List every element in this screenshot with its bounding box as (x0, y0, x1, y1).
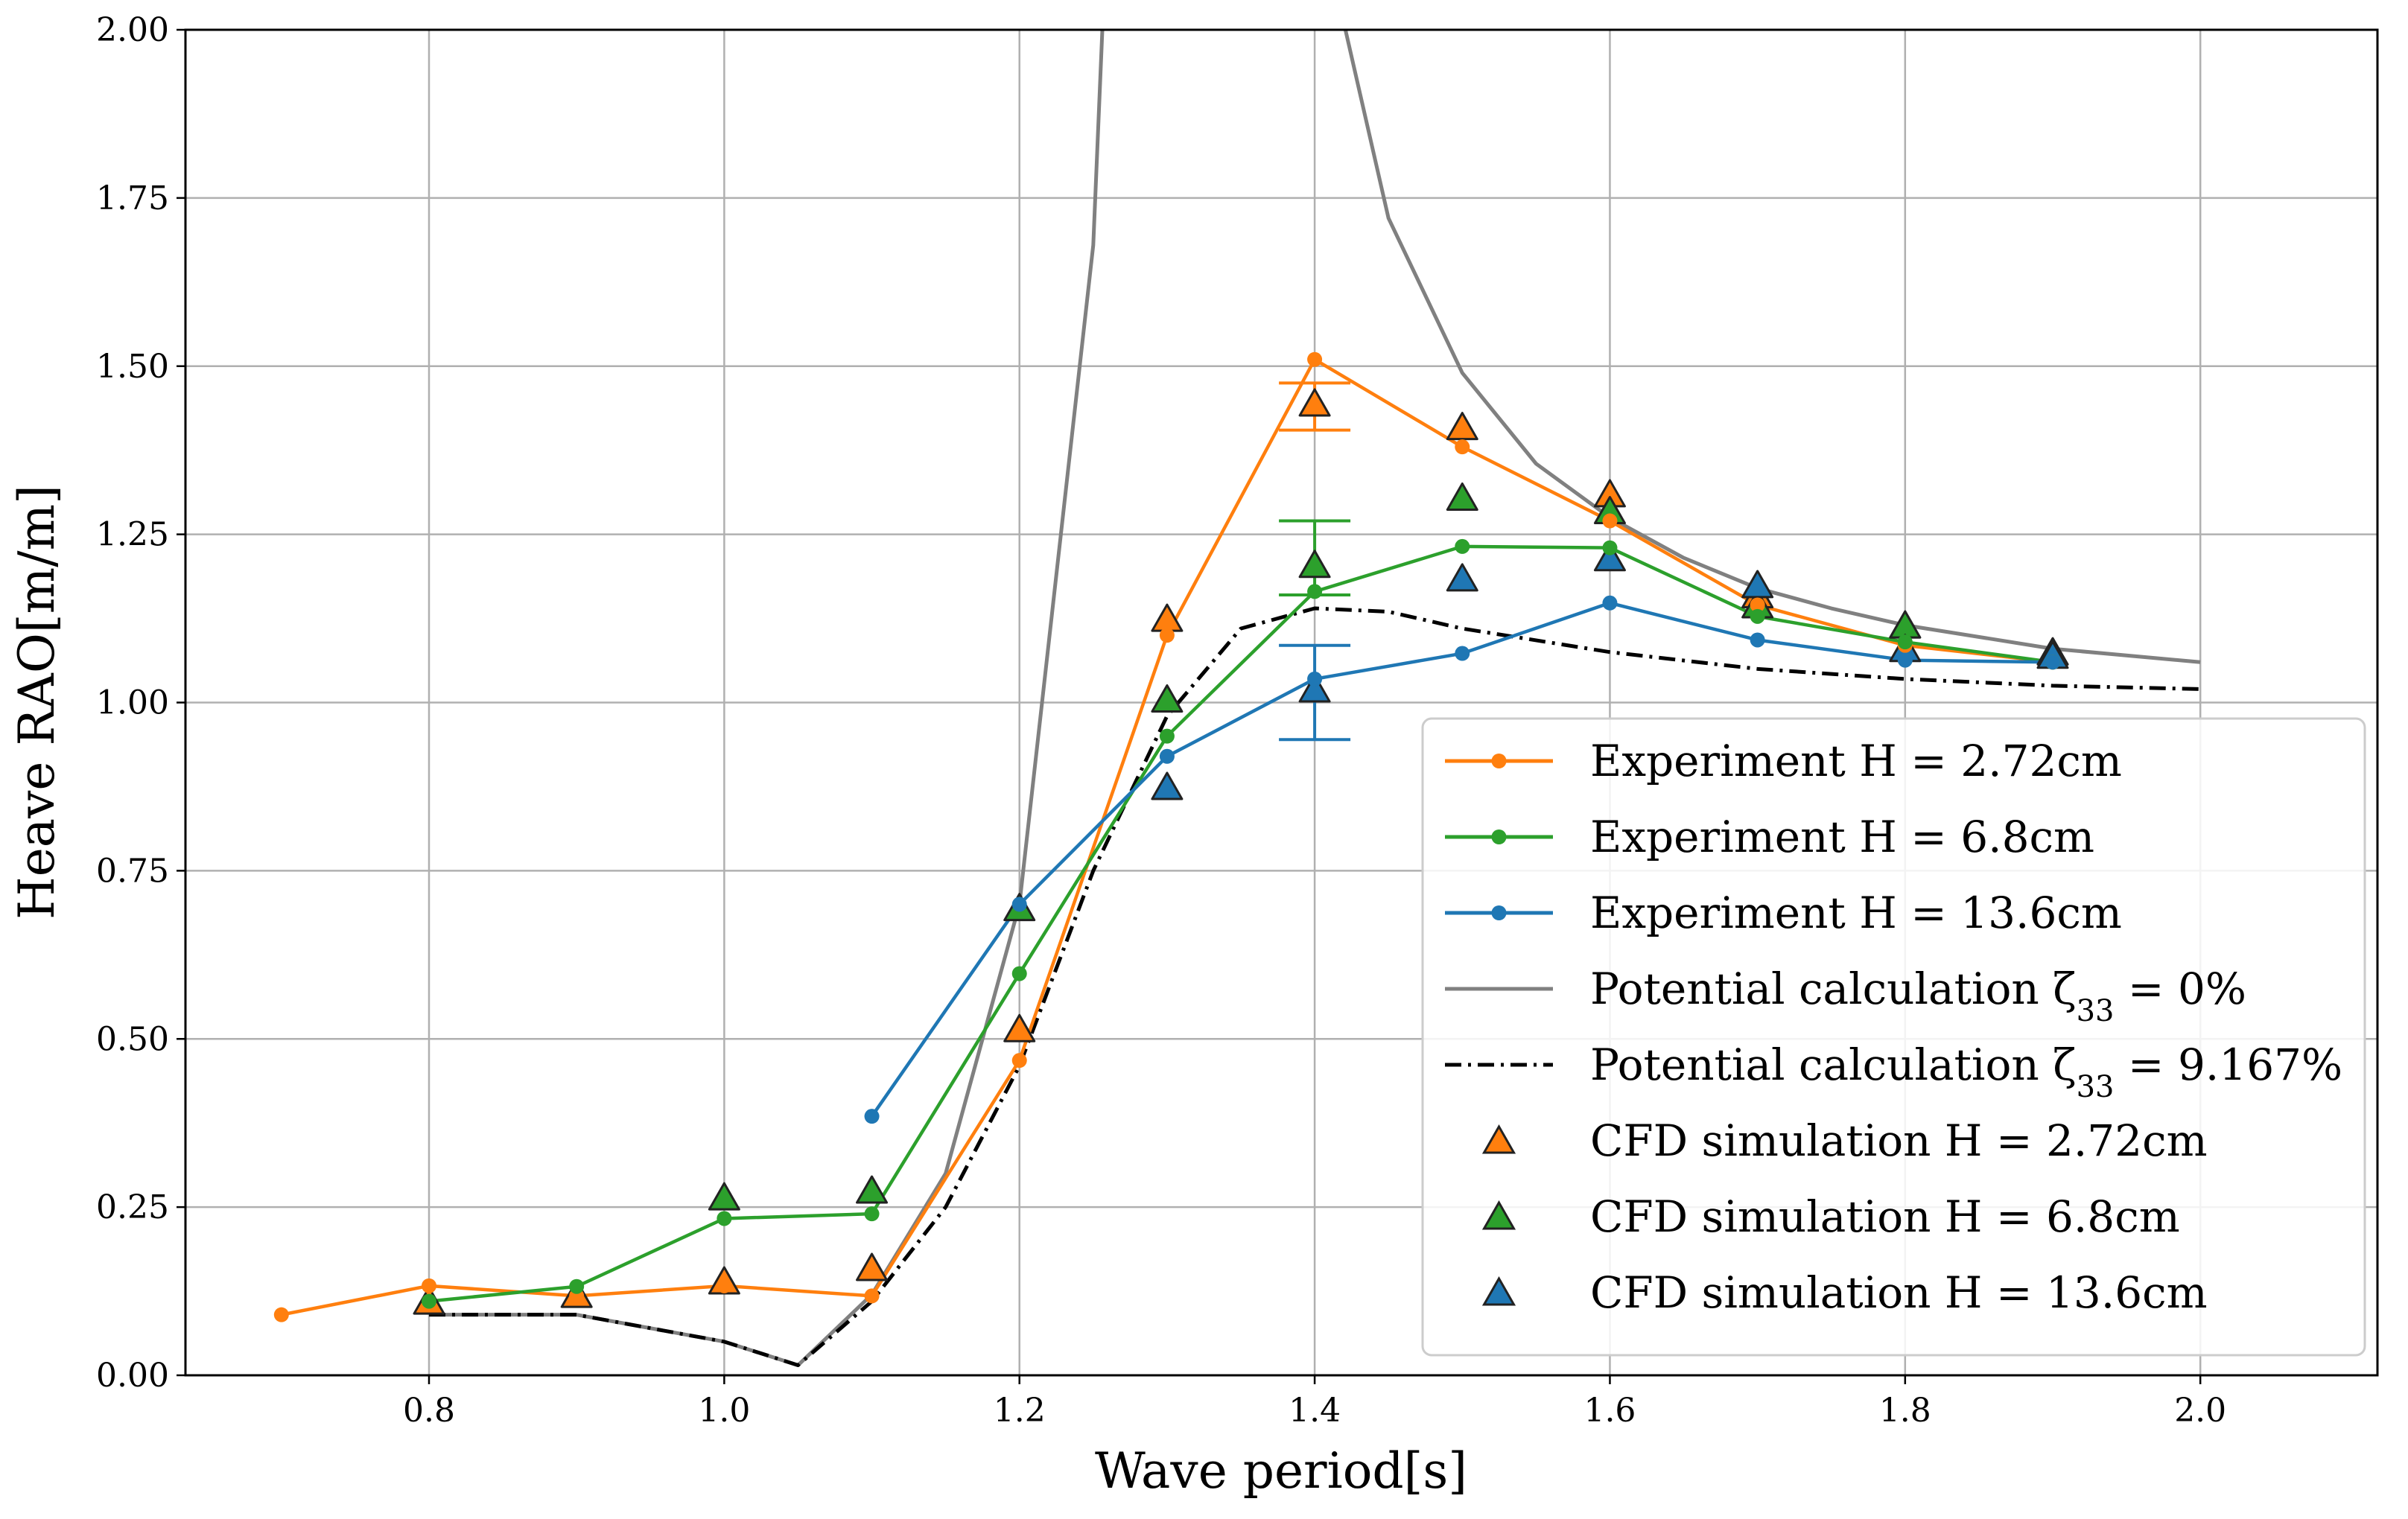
x-tick-label: 1.8 (1879, 1392, 1931, 1430)
cfd-point (1446, 563, 1478, 592)
experiment-point (717, 1211, 732, 1226)
y-axis-label: Heave RAO[m/m] (8, 485, 66, 920)
experiment-point (1455, 439, 1470, 455)
experiment-point (422, 1293, 436, 1309)
axis-ticks: 0.8 1.0 1.2 1.4 1.6 1.8 2.0 0.00 0.25 0.50 0.75 1.0… (96, 11, 2226, 1430)
x-tick-label: 1.2 (994, 1392, 1046, 1430)
cfd-point (1298, 674, 1331, 703)
cfd-point (708, 1182, 740, 1211)
series-line-3 (429, 30, 2201, 1367)
legend-label: CFD simulation H = 2.72cm (1590, 1115, 2208, 1166)
legend-label: Experiment H = 2.72cm (1590, 736, 2122, 786)
y-tick-label: 0.75 (96, 852, 169, 890)
experiment-point (1159, 748, 1175, 764)
experiment-point (1602, 540, 1618, 555)
y-tick-label: 0.00 (96, 1357, 169, 1395)
experiment-point (717, 1278, 732, 1293)
legend-marker (1491, 829, 1507, 844)
y-tick-label: 1.50 (96, 348, 169, 386)
experiment-point (864, 1288, 880, 1304)
legend-marker (1481, 1200, 1516, 1230)
x-tick-label: 0.8 (403, 1392, 455, 1430)
cfd-point (1003, 1013, 1036, 1042)
experiment-point (1455, 646, 1470, 661)
legend-marker (1491, 754, 1507, 768)
legend-label: Experiment H = 13.6cm (1590, 888, 2122, 938)
experiment-point (1602, 595, 1618, 611)
cfd-point (856, 1252, 889, 1281)
experiment-point (1159, 628, 1175, 643)
y-tick-label: 0.25 (96, 1188, 169, 1226)
y-tick-label: 1.00 (96, 684, 169, 722)
experiment-point (1455, 538, 1470, 554)
series-line-4 (429, 606, 2201, 1367)
experiment-point (1897, 652, 1913, 668)
cfd-point (1741, 570, 1774, 599)
cfd-point (1446, 482, 1478, 511)
legend-label: Potential calculation ζ33 = 9.167% (1590, 1039, 2342, 1104)
y-tick-label: 1.25 (96, 516, 169, 554)
experiment-point (569, 1278, 585, 1294)
experiment-point (864, 1206, 880, 1222)
cfd-point (1151, 771, 1184, 800)
experiment-point (1750, 608, 1765, 624)
legend-box (1421, 717, 2366, 1357)
experiment-point (1011, 966, 1027, 981)
experiment-point (1307, 671, 1323, 687)
experiment-point (1750, 632, 1765, 648)
experiment-point (864, 1109, 880, 1124)
legend-label: CFD simulation H = 6.8cm (1590, 1191, 2180, 1242)
experiment-point (273, 1307, 289, 1322)
legend-marker (1491, 905, 1507, 920)
experiment-point (1750, 597, 1765, 613)
cfd-point (1446, 412, 1478, 441)
experiment-point (1897, 634, 1913, 650)
y-tick-label: 1.75 (96, 179, 169, 217)
plot-data (273, 30, 2201, 1367)
experiment-point (1602, 513, 1618, 529)
legend-label: Experiment H = 6.8cm (1590, 812, 2094, 862)
experiment-point (1011, 1053, 1027, 1069)
x-tick-label: 2.0 (2174, 1392, 2226, 1430)
experiment-point (2045, 655, 2060, 670)
experiment-point (1011, 897, 1027, 912)
cfd-point (1151, 684, 1184, 713)
legend-marker (1481, 1276, 1516, 1306)
series-line-1 (428, 544, 2053, 1303)
x-axis-label: Wave period[s] (1095, 1442, 1467, 1500)
experiment-point (1307, 351, 1323, 367)
y-tick-label: 2.00 (96, 11, 169, 49)
legend-marker (1481, 1124, 1516, 1154)
y-tick-label: 0.50 (96, 1020, 169, 1058)
cfd-point (1298, 550, 1331, 579)
legend-label: CFD simulation H = 13.6cm (1590, 1267, 2208, 1318)
experiment-point (1159, 728, 1175, 744)
legend-label: Potential calculation ζ33 = 0% (1590, 964, 2246, 1028)
x-tick-label: 1.4 (1289, 1392, 1341, 1430)
cfd-point (856, 1175, 889, 1204)
experiment-point (1307, 584, 1323, 599)
experiment-point (422, 1278, 436, 1293)
x-tick-label: 1.0 (698, 1392, 750, 1430)
x-tick-label: 1.6 (1583, 1392, 1636, 1430)
cfd-point (1593, 543, 1626, 572)
cfd-point (1298, 388, 1331, 417)
legend: Experiment H = 2.72cm Experiment H = 6.8c… (1421, 717, 2366, 1357)
